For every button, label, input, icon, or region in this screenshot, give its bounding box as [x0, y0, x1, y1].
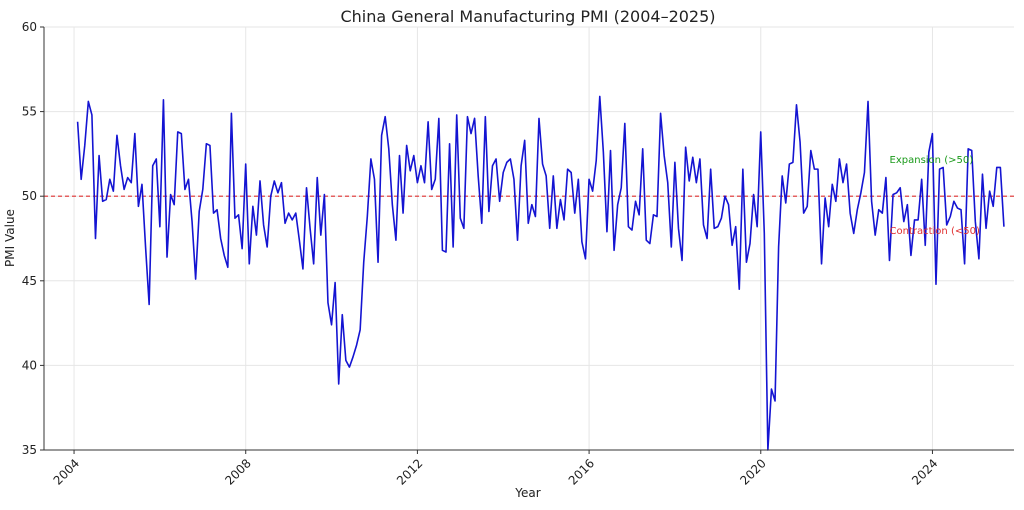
y-tick-label: 55: [22, 105, 37, 119]
x-axis-title: Year: [514, 486, 540, 500]
y-axis-title: PMI Value: [3, 209, 17, 267]
annotations: Expansion (>50) Contraction (<50): [890, 155, 980, 237]
y-tick-label: 45: [22, 274, 37, 288]
contraction-annotation: Contraction (<50): [890, 226, 980, 237]
pmi-series-line: [76, 95, 1005, 451]
y-tick-label: 50: [22, 189, 37, 203]
expansion-annotation: Expansion (>50): [890, 155, 974, 166]
y-tick-label: 40: [22, 358, 37, 372]
y-tick-label: 60: [22, 20, 37, 34]
y-tick-label: 35: [22, 443, 37, 457]
axes: [43, 27, 1014, 451]
chart-title: China General Manufacturing PMI (2004–20…: [340, 7, 715, 26]
series-group: [76, 95, 1005, 451]
